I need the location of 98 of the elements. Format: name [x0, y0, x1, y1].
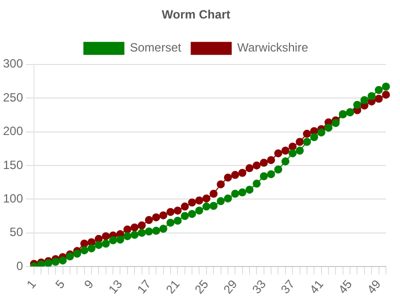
point	[216, 197, 225, 206]
point	[382, 82, 390, 91]
point	[37, 260, 46, 267]
y-tick-label: 150	[2, 158, 24, 172]
point	[317, 128, 326, 136]
point	[144, 227, 153, 236]
x-tick-label: 45	[336, 276, 356, 296]
point	[302, 138, 311, 146]
point	[174, 216, 182, 225]
x-tick-label: 29	[220, 276, 240, 296]
point	[123, 225, 132, 234]
point	[238, 188, 246, 196]
point	[87, 244, 96, 252]
point	[202, 202, 210, 211]
point	[116, 236, 124, 244]
point	[281, 146, 290, 155]
point	[238, 168, 246, 177]
y-tick-label: 250	[2, 90, 24, 104]
point	[252, 161, 261, 170]
point	[152, 213, 160, 222]
point	[310, 133, 318, 142]
point	[302, 130, 311, 138]
y-tick-label: 50	[10, 225, 24, 240]
point	[58, 256, 67, 264]
x-tick-label: 37	[278, 276, 298, 296]
point	[374, 94, 383, 103]
point	[109, 236, 118, 244]
chart-title: Worm Chart	[162, 8, 230, 22]
point	[152, 226, 160, 235]
point	[231, 170, 240, 179]
point	[260, 158, 268, 167]
point	[130, 230, 139, 239]
point	[267, 170, 276, 178]
point	[180, 212, 189, 220]
point	[288, 142, 297, 151]
y-tick-label: 300	[2, 56, 24, 71]
point	[138, 228, 146, 237]
point	[80, 246, 88, 254]
x-tick-label: 9	[81, 276, 97, 292]
point	[368, 92, 376, 100]
point	[281, 157, 290, 166]
point	[159, 211, 168, 220]
point	[102, 240, 110, 248]
point	[80, 240, 88, 248]
point	[267, 156, 276, 164]
point	[332, 119, 340, 128]
x-tick-label: 21	[163, 276, 183, 296]
point	[188, 198, 196, 207]
x-tick-label: 17	[134, 276, 154, 296]
point	[123, 232, 132, 240]
y-tick-label: 200	[2, 124, 24, 138]
point	[216, 180, 225, 188]
legend-label: Somerset	[130, 40, 182, 55]
y-tick-label: 100	[2, 191, 24, 206]
point	[274, 149, 282, 158]
x-tick-label: 25	[192, 276, 212, 296]
point	[324, 124, 333, 132]
x-tick-label: 5	[52, 276, 68, 292]
point	[210, 202, 218, 210]
x-tick-label: 13	[106, 276, 126, 296]
point	[353, 100, 362, 109]
point	[159, 224, 168, 233]
point	[102, 232, 110, 240]
x-tick-label: 33	[249, 276, 269, 296]
point	[166, 208, 174, 216]
point	[224, 174, 232, 182]
point	[144, 216, 153, 224]
point	[360, 96, 368, 104]
point	[231, 190, 240, 198]
point	[94, 240, 103, 249]
point	[188, 210, 196, 218]
x-tick-label: 1	[24, 276, 40, 292]
point	[210, 190, 218, 198]
point	[296, 146, 304, 155]
point	[288, 149, 297, 158]
point	[374, 86, 383, 94]
x-tick-label: 49	[364, 276, 384, 296]
point	[296, 138, 304, 146]
point	[246, 186, 254, 194]
point	[202, 194, 210, 202]
point	[195, 206, 204, 215]
point	[195, 196, 204, 204]
point	[166, 218, 174, 227]
point	[138, 221, 146, 230]
point	[246, 164, 254, 172]
point	[180, 202, 189, 211]
point	[224, 194, 232, 202]
point	[174, 206, 182, 215]
y-tick-label: 0	[16, 258, 24, 273]
point	[52, 258, 60, 266]
point	[73, 250, 82, 258]
point	[260, 172, 268, 180]
point	[130, 223, 139, 232]
legend-label: Warwickshire	[237, 40, 308, 55]
point	[252, 180, 261, 188]
x-tick-label: 41	[306, 276, 326, 296]
point	[274, 166, 282, 174]
point	[382, 90, 390, 99]
